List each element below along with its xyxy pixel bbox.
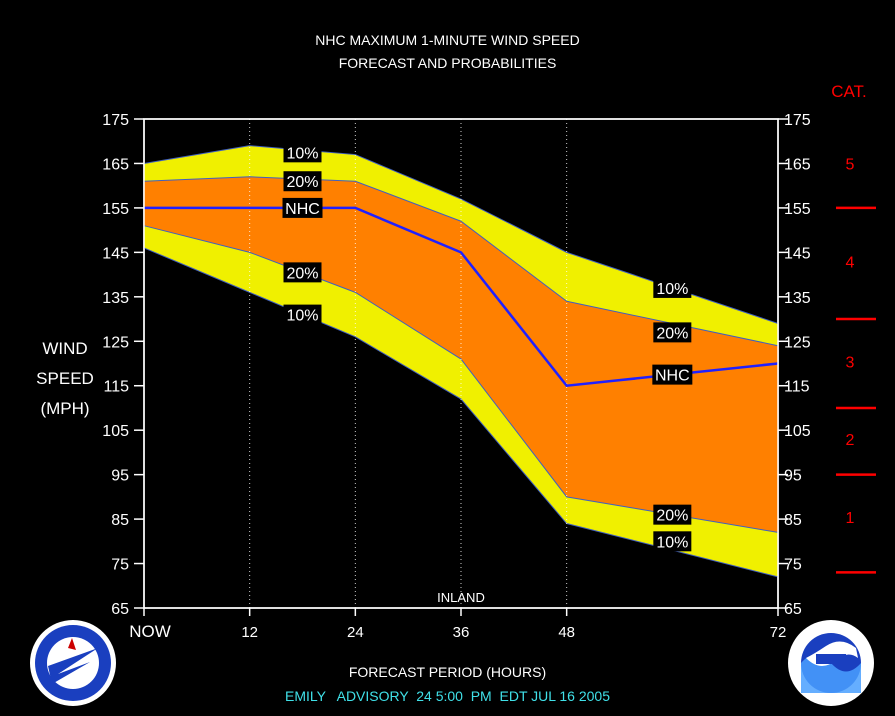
y-tick-label-left-65: 65 xyxy=(111,601,129,618)
label-box-3 xyxy=(283,262,322,283)
x-tick-label-72: 72 xyxy=(770,624,787,641)
x-tick-label-36: 36 xyxy=(453,624,470,641)
label-box-4 xyxy=(283,304,322,325)
boundary-line-4 xyxy=(143,247,779,578)
y-axis-label-line-1: WIND xyxy=(42,339,88,358)
label-box-0 xyxy=(283,142,322,163)
label-box-6 xyxy=(653,322,692,343)
y-tick-label-left-95: 95 xyxy=(111,468,129,485)
x-tick-label-48: 48 xyxy=(558,624,575,641)
nhc-forecast-line xyxy=(144,206,779,388)
label-box-9 xyxy=(653,531,692,552)
series-label-7: NHC xyxy=(655,368,690,385)
y-tick-label-right-105: 105 xyxy=(784,423,811,440)
boundary-line-1 xyxy=(143,176,779,347)
boundary-line-0 xyxy=(143,145,779,324)
y-tick-label-left-155: 155 xyxy=(102,201,129,218)
chart-subtitle: FORECAST AND PROBABILITIES xyxy=(338,55,557,71)
y-tick-label-left-85: 85 xyxy=(111,512,129,529)
series-label-1: 20% xyxy=(286,174,318,191)
y-tick-label-right-75: 75 xyxy=(784,557,802,574)
y-axis-label-line-2: SPEED xyxy=(36,369,94,388)
category-header: CAT. xyxy=(831,82,867,101)
label-box-5 xyxy=(653,277,692,298)
series-label-8: 20% xyxy=(656,508,688,525)
series-label-6: 20% xyxy=(656,325,688,342)
y-tick-label-left-115: 115 xyxy=(103,379,129,396)
series-label-3: 20% xyxy=(286,265,318,282)
inland-label: INLAND xyxy=(437,590,485,605)
series-label-4: 10% xyxy=(286,308,318,325)
category-label-2: 2 xyxy=(846,432,855,449)
series-label-9: 10% xyxy=(656,534,688,551)
y-tick-label-right-115: 115 xyxy=(784,379,810,396)
x-tick-label-NOW: NOW xyxy=(129,622,171,641)
x-tick-label-24: 24 xyxy=(347,624,364,641)
y-tick-label-right-165: 165 xyxy=(784,156,811,173)
category-label-5: 5 xyxy=(846,156,855,173)
series-label-0: 10% xyxy=(286,145,318,162)
series-label-5: 10% xyxy=(656,281,688,298)
noaa-logo-icon xyxy=(788,620,874,706)
y-tick-label-right-95: 95 xyxy=(784,468,802,485)
boundary-line-3 xyxy=(143,225,779,533)
nws-logo-icon xyxy=(30,620,116,706)
advisory-line: EMILY ADVISORY 24 5:00 PM EDT JUL 16 200… xyxy=(284,688,611,704)
chart-title: NHC MAXIMUM 1-MINUTE WIND SPEED xyxy=(315,32,580,48)
category-label-1: 1 xyxy=(846,510,855,527)
label-box-8 xyxy=(653,504,692,525)
y-tick-label-right-175: 175 xyxy=(784,112,811,129)
y-tick-label-left-135: 135 xyxy=(102,290,129,307)
y-tick-label-left-175: 175 xyxy=(102,112,129,129)
y-axis-label-line-3: (MPH) xyxy=(40,399,90,418)
y-tick-label-left-75: 75 xyxy=(111,557,129,574)
y-tick-label-left-165: 165 xyxy=(102,156,129,173)
y-tick-label-right-125: 125 xyxy=(784,334,811,351)
category-label-3: 3 xyxy=(846,354,855,371)
label-box-7 xyxy=(652,364,693,385)
y-tick-label-right-135: 135 xyxy=(784,290,811,307)
y-tick-label-right-85: 85 xyxy=(784,512,802,529)
category-label-4: 4 xyxy=(846,254,855,271)
y-tick-label-left-145: 145 xyxy=(102,245,129,262)
label-box-1 xyxy=(283,171,322,192)
y-tick-label-left-105: 105 xyxy=(102,423,129,440)
y-tick-label-left-125: 125 xyxy=(102,334,129,351)
y-tick-label-right-65: 65 xyxy=(784,601,802,618)
series-label-2: NHC xyxy=(285,201,320,218)
x-axis-label: FORECAST PERIOD (HOURS) xyxy=(348,664,547,680)
label-box-2 xyxy=(282,197,323,218)
x-tick-label-12: 12 xyxy=(241,624,258,641)
y-tick-label-right-145: 145 xyxy=(784,245,811,262)
y-tick-label-right-155: 155 xyxy=(784,201,811,218)
